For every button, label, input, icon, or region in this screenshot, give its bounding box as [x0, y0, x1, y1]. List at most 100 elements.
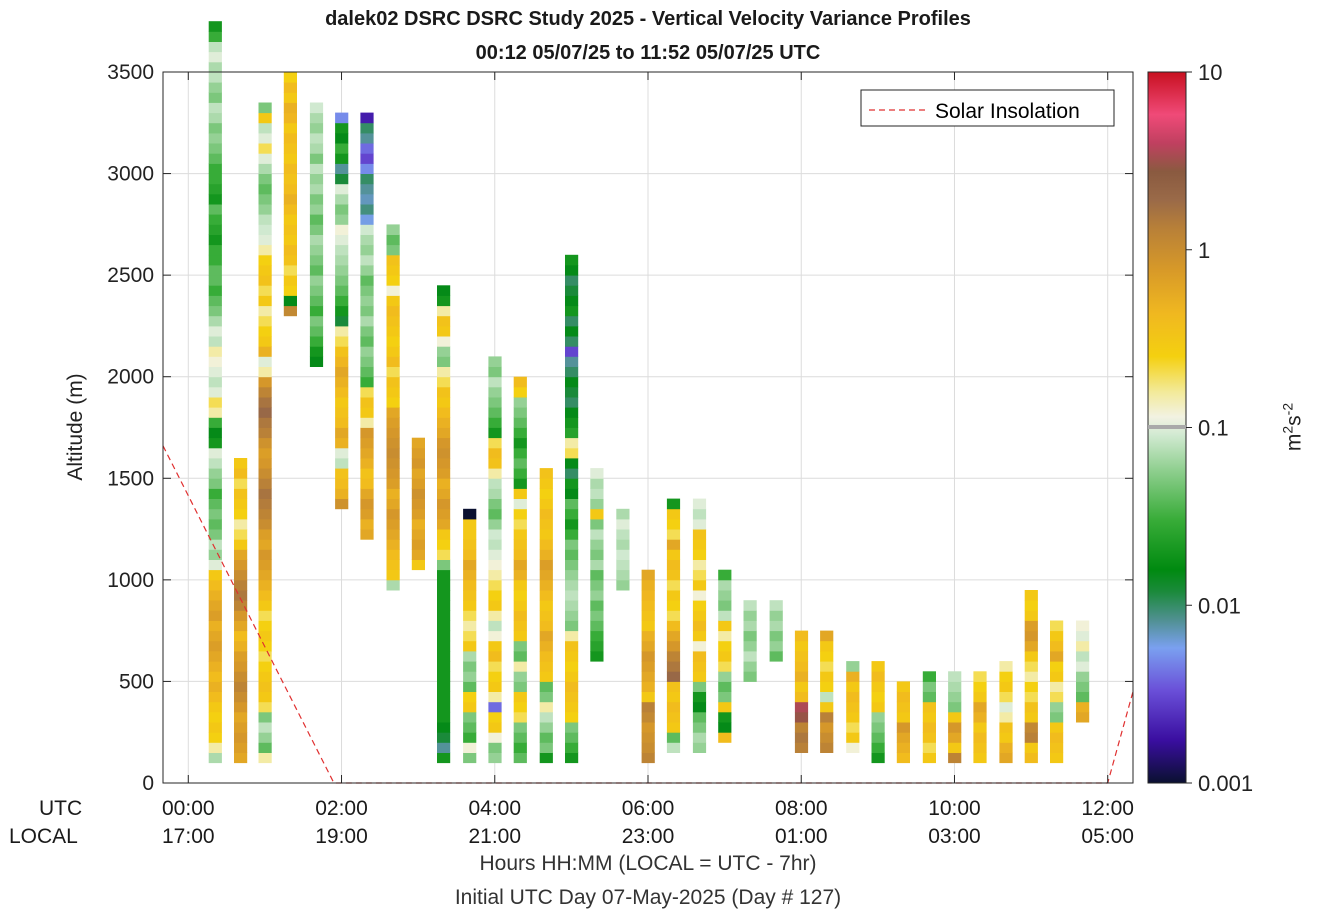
heatmap-cell — [208, 651, 222, 662]
heatmap-cell — [335, 265, 349, 276]
heatmap-cell — [513, 458, 527, 469]
heatmap-cell — [335, 244, 349, 256]
heatmap-cell — [692, 691, 707, 703]
heatmap-cell — [258, 346, 272, 357]
heatmap-cell — [513, 701, 527, 713]
heatmap-cell — [309, 132, 324, 144]
heatmap-cell — [488, 498, 502, 510]
heatmap-cell — [335, 183, 349, 195]
heatmap-cell — [922, 732, 936, 743]
heatmap-cell — [234, 498, 248, 510]
heatmap-cell — [258, 244, 272, 256]
heatmap-cell — [234, 651, 248, 662]
heatmap-cell — [1050, 661, 1064, 672]
heatmap-cell — [565, 620, 579, 632]
heatmap-cell — [208, 498, 222, 510]
heatmap-cell — [386, 325, 400, 337]
heatmap-cell — [666, 711, 681, 723]
heatmap-cell — [513, 752, 527, 764]
heatmap-cell — [437, 610, 451, 621]
heatmap-cell — [208, 102, 222, 114]
heatmap-cell — [513, 711, 527, 723]
heatmap-cell — [948, 701, 962, 713]
heatmap-cell — [411, 468, 425, 479]
heatmap-cell — [208, 579, 222, 591]
heatmap-cell — [769, 620, 783, 632]
heatmap-cell — [513, 732, 527, 743]
heatmap-cell — [922, 752, 936, 764]
heatmap-cell — [1024, 671, 1038, 682]
heatmap-cell — [666, 559, 681, 571]
heatmap-cell — [208, 356, 222, 367]
heatmap-cell — [590, 518, 604, 530]
heatmap-cell — [386, 356, 400, 367]
heatmap-cell — [234, 691, 248, 703]
heatmap-cell — [488, 518, 502, 530]
heatmap-cell — [360, 437, 374, 449]
heatmap-cell — [258, 468, 272, 479]
heatmap-cell — [948, 722, 962, 733]
heatmap-cell — [1050, 732, 1064, 743]
heatmap-cell — [488, 742, 502, 753]
heatmap-cell — [794, 722, 809, 733]
heatmap-cell — [590, 590, 604, 601]
heatmap-cell — [208, 61, 222, 73]
heatmap-cell — [539, 661, 553, 672]
heatmap-cell — [565, 681, 579, 692]
heatmap-cell — [948, 691, 962, 703]
heatmap-cell — [565, 630, 579, 642]
heatmap-cell — [539, 508, 553, 520]
heatmap-cell — [616, 508, 630, 520]
heatmap-cell — [692, 742, 707, 753]
heatmap-cell — [335, 488, 349, 499]
heatmap-cell — [208, 173, 222, 185]
heatmap-cell — [794, 651, 809, 662]
heatmap-cell — [590, 549, 604, 560]
heatmap-cell — [820, 691, 834, 703]
x-tick-label-local: 19:00 — [315, 825, 368, 848]
colorbar-ticks: 0.001 0.01 0.1 1 10 — [1186, 60, 1253, 796]
heatmap-cell — [488, 468, 502, 479]
heatmap-cell — [641, 661, 655, 672]
heatmap-cell — [896, 722, 910, 733]
heatmap-cell — [565, 366, 579, 378]
heatmap-cell — [565, 579, 579, 591]
heatmap-cell — [208, 366, 222, 378]
heatmap-cell — [437, 488, 451, 499]
heatmap-cell — [437, 620, 451, 632]
heatmap-cell — [283, 285, 297, 296]
heatmap-cell — [437, 427, 451, 439]
heatmap-cell — [769, 600, 783, 611]
heatmap-cell — [258, 651, 272, 662]
heatmap-cell — [488, 427, 502, 439]
heatmap-cell — [208, 600, 222, 611]
heatmap-cell — [1024, 732, 1038, 743]
heatmap-cell — [488, 407, 502, 418]
heatmap-cell — [437, 711, 451, 723]
heatmap-cell — [513, 620, 527, 632]
heatmap-cell — [820, 651, 834, 662]
heatmap-cell — [437, 518, 451, 530]
heatmap-cell — [335, 417, 349, 428]
heatmap-cell — [309, 153, 324, 164]
heatmap-cell — [565, 265, 579, 276]
heatmap-cell — [565, 752, 579, 764]
heatmap-cell — [488, 356, 502, 367]
heatmap-cell — [283, 143, 297, 154]
heatmap-cell — [360, 315, 374, 327]
heatmap-cell — [948, 742, 962, 753]
heatmap-cell — [1024, 651, 1038, 662]
heatmap-cell — [846, 691, 860, 703]
heatmap-cell — [565, 386, 579, 398]
x-tick-label-local: 21:00 — [468, 825, 522, 848]
heatmap-cell — [565, 325, 579, 337]
heatmap-cell — [692, 671, 707, 682]
heatmap-cell — [513, 579, 527, 591]
y-tick-label: 1500 — [107, 467, 154, 490]
heatmap-cell — [922, 681, 936, 692]
heatmap-cell — [335, 132, 349, 144]
heatmap-cell — [309, 214, 324, 225]
heatmap-cell — [335, 498, 349, 510]
heatmap-cell — [743, 671, 757, 682]
